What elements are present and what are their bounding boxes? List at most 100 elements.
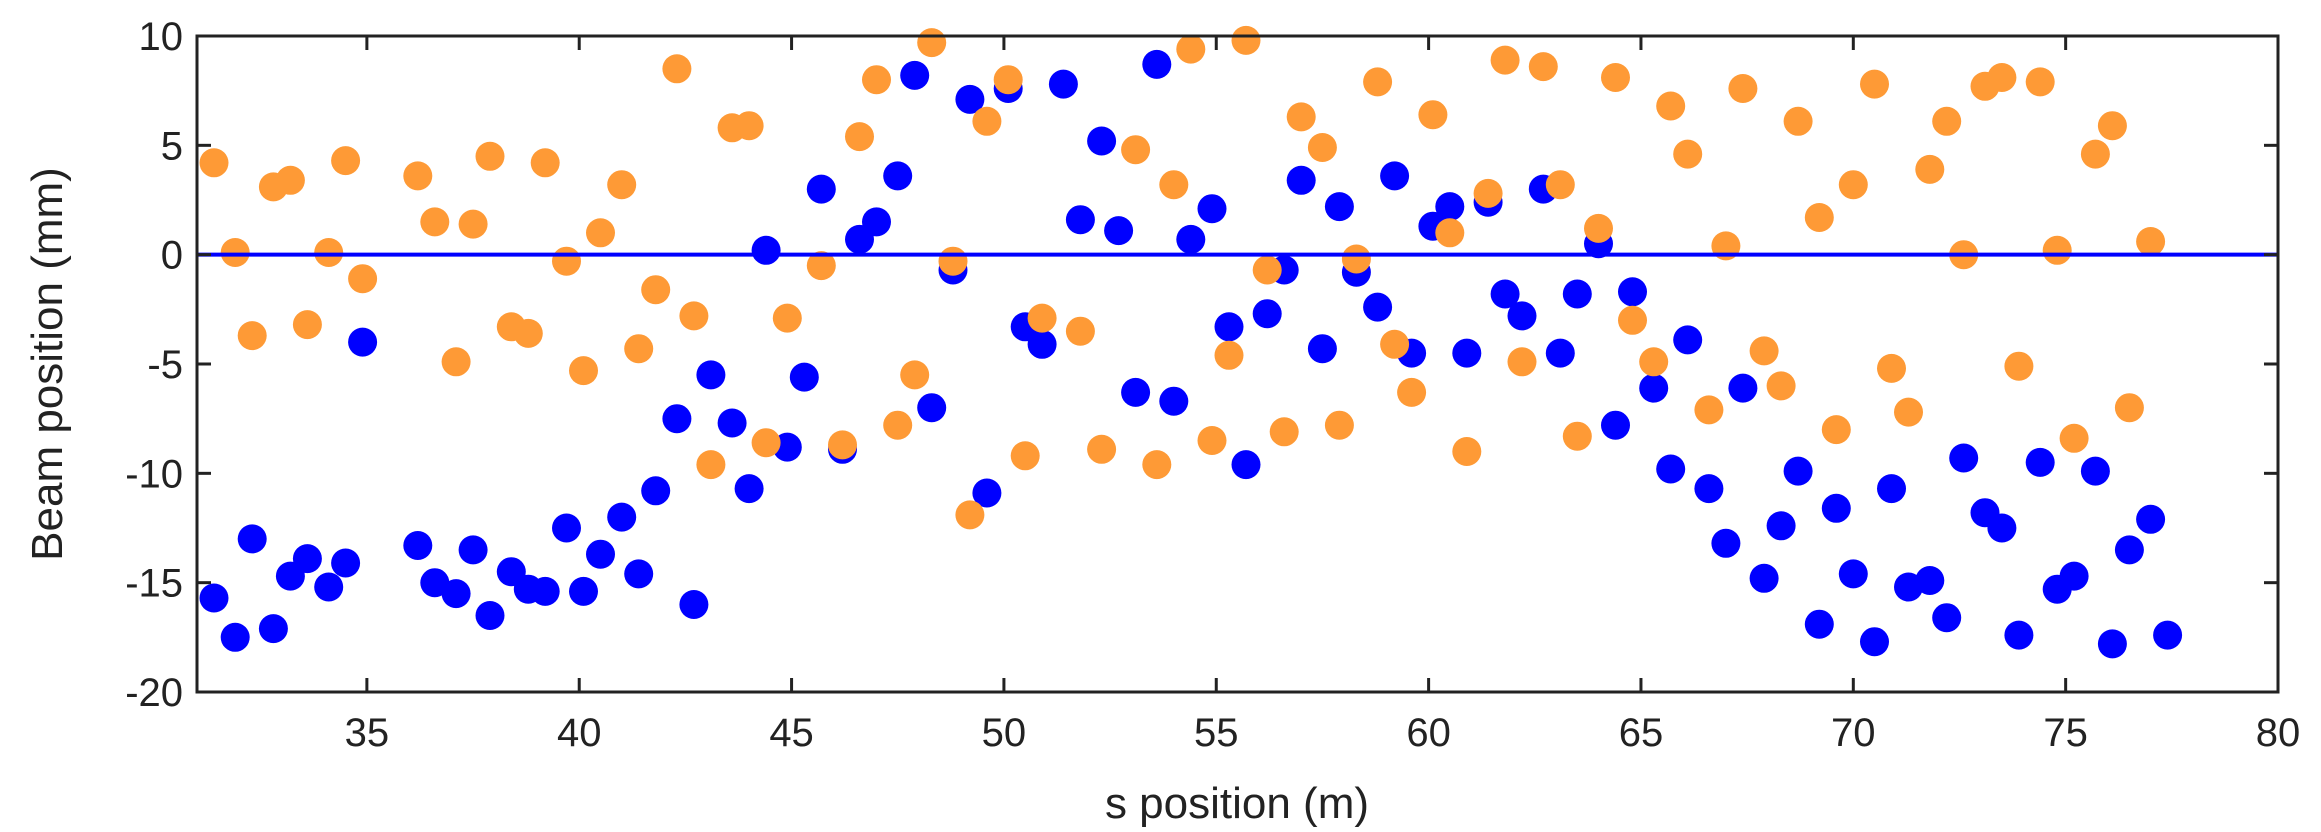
x-tick-label: 40: [557, 711, 602, 755]
data-point-series-2: [1252, 255, 1282, 285]
data-point-series-2: [955, 500, 985, 530]
x-tick-label: 80: [2256, 711, 2301, 755]
data-point-series-1: [1159, 386, 1189, 416]
data-point-series-1: [662, 404, 692, 434]
data-point-series-1: [972, 478, 1002, 508]
data-point-series-2: [845, 122, 874, 152]
data-point-series-1: [403, 531, 433, 560]
data-point-series-2: [1010, 441, 1040, 471]
data-point-series-1: [1877, 474, 1906, 504]
x-tick-label: 60: [1406, 711, 1451, 755]
data-point-series-1: [1656, 454, 1686, 484]
data-point-series-1: [1176, 224, 1206, 254]
data-point-series-2: [1877, 353, 1906, 383]
data-point-series-1: [530, 576, 560, 606]
data-point-series-2: [586, 218, 615, 248]
data-point-series-2: [751, 428, 781, 458]
data-point-series-2: [292, 310, 322, 340]
data-point-series-2: [2136, 227, 2166, 256]
data-point-series-2: [1065, 316, 1095, 346]
data-point-series-2: [1639, 347, 1669, 377]
data-point-series-2: [530, 148, 560, 178]
data-point-series-1: [2025, 447, 2055, 477]
data-point-series-1: [1804, 609, 1834, 639]
data-point-series-2: [1121, 135, 1151, 165]
data-points: [199, 25, 2183, 659]
data-point-series-2: [1766, 371, 1796, 401]
data-point-series-1: [1601, 410, 1630, 440]
x-tick-label: 55: [1194, 711, 1239, 755]
y-tick-label: 5: [161, 124, 183, 168]
data-point-series-1: [258, 614, 288, 644]
data-point-series-2: [662, 54, 692, 84]
data-point-series-1: [552, 513, 581, 543]
data-point-series-2: [1562, 421, 1592, 451]
data-point-series-2: [1601, 63, 1630, 92]
data-point-series-2: [938, 246, 968, 276]
data-point-series-2: [1214, 340, 1244, 370]
data-point-series-1: [1435, 192, 1465, 222]
data-point-series-1: [1673, 325, 1703, 355]
data-point-series-1: [1324, 192, 1354, 222]
data-point-series-1: [475, 601, 505, 630]
data-point-series-1: [1821, 493, 1851, 523]
data-point-series-1: [1545, 338, 1575, 368]
data-point-series-2: [862, 65, 891, 95]
data-point-series-2: [1894, 397, 1923, 427]
y-tick-label: 10: [139, 15, 184, 59]
data-point-series-1: [441, 579, 471, 609]
data-point-series-2: [607, 170, 637, 200]
data-point-series-2: [1528, 52, 1558, 82]
data-point-series-2: [641, 275, 671, 305]
data-point-series-1: [1618, 277, 1647, 307]
data-point-series-2: [1821, 415, 1851, 445]
data-point-series-1: [237, 524, 267, 554]
data-point-series-1: [1860, 627, 1889, 657]
data-point-series-1: [1949, 443, 1979, 473]
data-point-series-2: [314, 238, 344, 267]
data-point-series-2: [1435, 218, 1465, 248]
data-point-series-1: [1915, 566, 1945, 595]
data-point-series-2: [1728, 74, 1758, 103]
data-point-series-2: [2042, 235, 2072, 265]
data-point-series-1: [1087, 126, 1117, 156]
x-tick-label: 50: [982, 711, 1027, 755]
data-point-series-2: [2059, 423, 2089, 453]
data-point-series-1: [2080, 456, 2110, 486]
data-point-series-2: [275, 165, 305, 195]
data-point-series-2: [1838, 170, 1868, 200]
data-point-series-2: [2114, 393, 2144, 423]
data-point-series-2: [420, 207, 450, 237]
data-point-series-2: [237, 321, 267, 351]
y-tick-label: -15: [125, 562, 183, 606]
data-point-series-2: [1584, 213, 1613, 243]
data-point-series-2: [1142, 450, 1172, 480]
y-axis-label: Beam position (mm): [23, 167, 72, 561]
data-point-series-2: [1286, 102, 1316, 132]
data-point-series-1: [696, 360, 726, 390]
data-point-series-2: [403, 161, 433, 191]
data-point-series-1: [1452, 338, 1482, 368]
data-point-series-2: [552, 246, 581, 276]
data-point-series-1: [2059, 561, 2089, 591]
data-point-series-1: [1932, 603, 1962, 633]
data-point-series-1: [734, 474, 764, 504]
x-tick-label: 70: [1831, 711, 1876, 755]
data-point-series-1: [1363, 292, 1393, 322]
data-point-series-2: [1197, 426, 1227, 455]
data-point-series-2: [1507, 347, 1537, 377]
data-point-series-1: [900, 60, 930, 90]
data-point-series-2: [1618, 305, 1647, 335]
data-point-series-2: [1452, 437, 1482, 466]
data-point-series-1: [1065, 205, 1095, 235]
data-point-series-1: [1307, 334, 1337, 364]
data-point-series-2: [1987, 63, 2017, 92]
data-point-series-1: [1639, 373, 1669, 403]
data-point-series-1: [1562, 279, 1592, 309]
data-point-series-2: [1231, 25, 1261, 55]
data-point-series-2: [679, 301, 709, 331]
data-point-series-1: [420, 568, 450, 598]
data-point-series-1: [1380, 161, 1410, 191]
data-point-series-2: [1341, 244, 1371, 274]
data-point-series-2: [917, 28, 947, 58]
